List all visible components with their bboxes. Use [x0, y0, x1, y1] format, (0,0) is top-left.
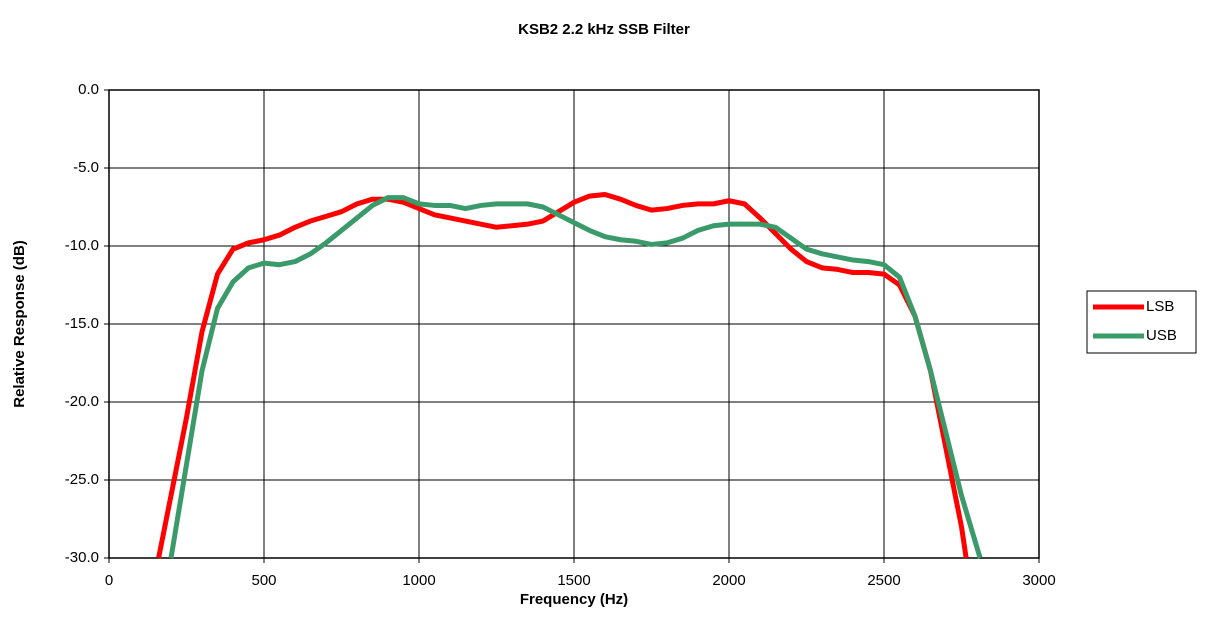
y-tick-label: -10.0	[65, 237, 99, 254]
y-axis-label: Relative Response (dB)	[11, 240, 28, 408]
legend-label: LSB	[1146, 298, 1174, 315]
legend-box	[1086, 290, 1197, 354]
y-tick-label: -25.0	[65, 471, 99, 488]
y-tick-label: -30.0	[65, 549, 99, 566]
x-tick-label: 1500	[557, 572, 590, 589]
series-line	[168, 195, 983, 559]
y-tick-label: -20.0	[65, 393, 99, 410]
legend-label: USB	[1146, 327, 1177, 344]
x-tick-label: 0	[105, 572, 113, 589]
x-tick-label: 500	[251, 572, 276, 589]
x-tick-label: 2500	[867, 572, 900, 589]
x-tick-label: 3000	[1022, 572, 1055, 589]
plot-frame	[108, 89, 1040, 559]
y-tick-label: 0.0	[78, 81, 99, 98]
chart-title: KSB2 2.2 kHz SSB Filter	[518, 21, 690, 38]
x-tick-label: 2000	[712, 572, 745, 589]
y-tick-label: -15.0	[65, 315, 99, 332]
x-axis-label: Frequency (Hz)	[520, 591, 628, 608]
x-tick-label: 1000	[402, 572, 435, 589]
series-line	[156, 192, 969, 559]
y-tick-label: -5.0	[73, 159, 99, 176]
